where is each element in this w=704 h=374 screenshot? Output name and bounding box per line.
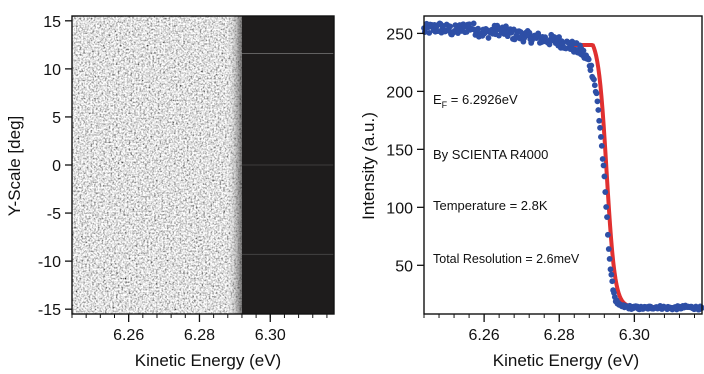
y-tick-label: -15 bbox=[38, 302, 61, 319]
map-speckle-region bbox=[72, 16, 242, 314]
data-point bbox=[602, 189, 609, 195]
x-tick-label: 6.26 bbox=[469, 327, 500, 344]
y-tick-label: 100 bbox=[386, 200, 413, 217]
annotation-resolution: Total Resolution = 2.6meV bbox=[433, 252, 580, 266]
y-tick-label: 5 bbox=[52, 110, 61, 127]
fit-curve-layer bbox=[571, 42, 702, 310]
data-point bbox=[593, 90, 600, 97]
y-tick-label: 10 bbox=[43, 62, 61, 79]
data-point bbox=[470, 20, 477, 27]
data-point bbox=[595, 107, 602, 113]
data-point bbox=[588, 62, 595, 69]
data-point bbox=[597, 124, 603, 131]
annotation-fermi-energy: EF = 6.2926eV bbox=[433, 92, 518, 110]
x-tick-label: 6.28 bbox=[184, 327, 215, 344]
x-tick-label: 6.30 bbox=[255, 327, 286, 344]
data-point bbox=[598, 142, 605, 149]
right-x-ticks: 6.26 6.28 6.30 bbox=[423, 314, 695, 344]
data-point bbox=[594, 98, 601, 105]
right-y-ticks: 250 200 150 100 50 bbox=[386, 26, 424, 275]
annotation-block: EF = 6.2926eV By SCIENTA R4000 Temperatu… bbox=[433, 92, 580, 266]
data-point bbox=[604, 231, 611, 238]
data-point bbox=[556, 34, 562, 40]
intensity-map-image bbox=[72, 16, 334, 314]
y-tick-label: 0 bbox=[52, 158, 61, 175]
left-x-ticks: 6.26 6.28 6.30 bbox=[71, 314, 328, 344]
y-tick-label: -10 bbox=[38, 254, 61, 271]
data-point bbox=[517, 29, 524, 35]
data-point bbox=[601, 173, 608, 180]
fermi-edge-panel: 6.26 6.28 6.30 250 200 150 100 50 Kinetic Ener… bbox=[359, 15, 704, 370]
intensity-map-panel: 6.26 6.28 6.30 15 10 5 0 -5 -10 -15 Kinetic Ener… bbox=[5, 14, 335, 370]
data-point bbox=[426, 30, 433, 36]
data-point bbox=[608, 271, 615, 278]
data-point bbox=[591, 82, 598, 89]
data-points-layer bbox=[421, 20, 704, 313]
data-point bbox=[526, 29, 533, 36]
left-y-axis-label: Y-Scale [deg] bbox=[5, 116, 24, 217]
data-point bbox=[485, 35, 492, 41]
data-point bbox=[604, 214, 610, 220]
map-edge-fade bbox=[225, 16, 242, 314]
data-point bbox=[607, 266, 614, 273]
data-point bbox=[603, 204, 610, 210]
y-tick-label: 250 bbox=[386, 26, 413, 43]
y-tick-label: 15 bbox=[43, 14, 61, 31]
data-point bbox=[598, 134, 604, 140]
data-point bbox=[591, 76, 597, 83]
data-point bbox=[609, 278, 616, 285]
data-point bbox=[466, 21, 473, 28]
y-tick-label: 200 bbox=[386, 84, 413, 101]
left-y-ticks: 15 10 5 0 -5 -10 -15 bbox=[38, 14, 72, 319]
data-point bbox=[600, 162, 607, 169]
x-tick-label: 6.28 bbox=[544, 327, 575, 344]
data-point bbox=[447, 23, 454, 30]
data-point bbox=[606, 255, 613, 262]
y-tick-label: 150 bbox=[386, 142, 413, 159]
data-point bbox=[521, 35, 528, 42]
right-y-axis-label: Intensity (a.u.) bbox=[359, 112, 378, 220]
annotation-temperature: Temperature = 2.8K bbox=[433, 198, 548, 213]
data-point bbox=[599, 156, 606, 162]
x-tick-label: 6.26 bbox=[113, 327, 144, 344]
data-point bbox=[585, 56, 592, 63]
data-point bbox=[503, 23, 509, 30]
data-point bbox=[475, 25, 481, 32]
right-plot-frame bbox=[423, 15, 703, 315]
left-x-axis-label: Kinetic Energy (eV) bbox=[135, 351, 281, 370]
x-tick-label: 6.30 bbox=[619, 327, 650, 344]
fit-curve bbox=[571, 42, 702, 310]
y-tick-label: 50 bbox=[395, 258, 413, 275]
data-point bbox=[580, 47, 587, 54]
data-point bbox=[587, 67, 594, 74]
data-point bbox=[546, 41, 553, 48]
data-point bbox=[596, 117, 603, 124]
data-point bbox=[605, 246, 612, 252]
y-tick-label: -5 bbox=[47, 206, 61, 223]
annotation-instrument: By SCIENTA R4000 bbox=[433, 147, 548, 162]
right-x-axis-label: Kinetic Energy (eV) bbox=[493, 351, 639, 370]
